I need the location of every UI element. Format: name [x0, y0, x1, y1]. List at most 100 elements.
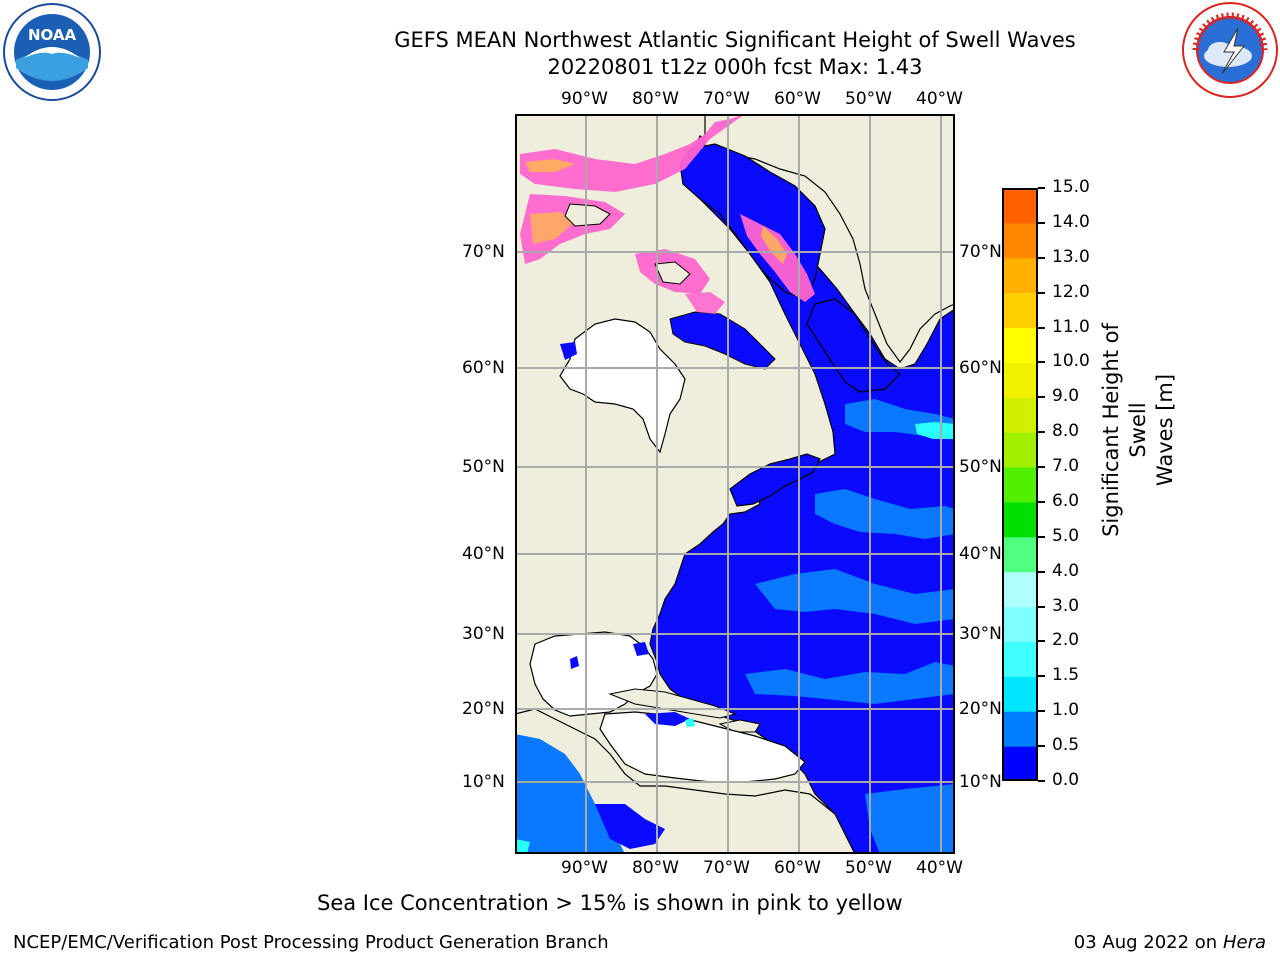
lat-label-left: 20°N [462, 699, 505, 719]
lon-label-top: 60°W [774, 89, 821, 109]
arctic-island [654, 261, 691, 285]
lon-label-bottom: 50°W [845, 858, 892, 878]
hudson-strait-ice [685, 292, 725, 314]
footer-host: Hera [1222, 932, 1266, 953]
lon-label-top: 40°W [916, 89, 963, 109]
colorbar-tick-mark [1038, 361, 1045, 364]
arctic-channel-ice [520, 114, 745, 192]
colorbar-tick-label: 0.5 [1052, 735, 1080, 756]
map-graticule [515, 114, 955, 854]
lon-label-bottom: 70°W [703, 858, 750, 878]
colorbar-tick-mark [1038, 326, 1045, 329]
colorbar-tick-mark [1038, 500, 1045, 503]
colorbar-tick-label: 12.0 [1052, 281, 1090, 302]
colorbar-border [1002, 188, 1038, 781]
colorbar-tick-mark [1038, 780, 1045, 782]
colorbar-tick-label: 11.0 [1052, 316, 1090, 337]
lat-label-right: 20°N [959, 699, 1002, 719]
gulf-ocean-patch [633, 642, 649, 656]
noaa-logo-text: NOAA [28, 26, 77, 44]
colorbar-tick-mark [1038, 187, 1045, 189]
colorbar-label: Significant Height of Swell Waves [m] [1098, 310, 1177, 550]
arctic-channel-ice [530, 212, 575, 244]
colorbar-segment [1002, 188, 1038, 224]
colorbar-segment [1002, 676, 1038, 712]
swell-band-mid [815, 489, 955, 539]
lon-label-bottom: 60°W [774, 858, 821, 878]
lon-label-bottom: 80°W [632, 858, 679, 878]
colorbar-segment [1002, 746, 1038, 781]
colorbar-tick-label: 3.0 [1052, 595, 1080, 616]
colorbar-tick-label: 1.0 [1052, 700, 1080, 721]
lat-label-right: 70°N [959, 242, 1002, 262]
lat-label-left: 40°N [462, 544, 505, 564]
colorbar-tick-mark [1038, 256, 1045, 259]
colorbar-tick-mark [1038, 466, 1045, 469]
colorbar [1002, 188, 1038, 781]
colorbar-tick-label: 5.0 [1052, 525, 1080, 546]
lat-label-left: 50°N [462, 457, 505, 477]
lat-label-left: 70°N [462, 242, 505, 262]
footer-branch: NCEP/EMC/Verification Post Processing Pr… [13, 932, 609, 953]
caribbean-cyan-spot [685, 718, 695, 727]
chart-title-line-1: GEFS MEAN Northwest Atlantic Significant… [394, 28, 1076, 52]
chart-title-line-2: 20220801 t12z 000h fcst Max: 1.43 [547, 55, 923, 79]
colorbar-segment [1002, 571, 1038, 608]
colorbar-tick-label: 7.0 [1052, 456, 1080, 477]
colorbar-tick-mark [1038, 396, 1045, 399]
colorbar-tick-label: 13.0 [1052, 246, 1090, 267]
noaa-logo: NOAA [3, 3, 101, 101]
lon-label-bottom: 40°W [916, 858, 963, 878]
lat-label-right: 40°N [959, 544, 1002, 564]
colorbar-tick-mark [1038, 570, 1045, 573]
colorbar-label-line-2: Waves [m] [1153, 373, 1177, 487]
lat-label-left: 10°N [462, 772, 505, 792]
lon-label-top: 80°W [632, 89, 679, 109]
colorbar-tick-label: 8.0 [1052, 421, 1080, 442]
colorbar-segment [1002, 501, 1038, 538]
colorbar-tick-label: 9.0 [1052, 386, 1080, 407]
colorbar-segment [1002, 222, 1038, 259]
colorbar-tick-label: 10.0 [1052, 351, 1090, 372]
colorbar-tick-mark [1038, 675, 1045, 678]
swell-band-mid [755, 569, 955, 624]
pacific-cyan-edge [515, 839, 530, 854]
footer-date-text: 03 Aug 2022 on [1073, 932, 1218, 953]
colorbar-tick-mark [1038, 745, 1045, 748]
colorbar-tick-label: 1.5 [1052, 665, 1080, 686]
colorbar-segment [1002, 467, 1038, 503]
lon-label-top: 90°W [561, 89, 608, 109]
lat-label-right: 60°N [959, 358, 1002, 378]
cuba-landmass [608, 688, 737, 719]
map-border [515, 114, 955, 854]
pacific-low-swell [595, 804, 665, 849]
swell-band-mid [745, 662, 955, 704]
lat-label-right: 10°N [959, 772, 1002, 792]
colorbar-tick-label: 0.0 [1052, 770, 1080, 790]
colorbar-tick-label: 15.0 [1052, 177, 1090, 197]
hudson-bay-ocean-patch [560, 342, 577, 360]
pacific-ocean [515, 734, 625, 854]
colorbar-tick-mark [1038, 431, 1045, 434]
sea-ice-note: Sea Ice Concentration > 15% is shown in … [317, 891, 903, 915]
colorbar-tick-label: 14.0 [1052, 211, 1090, 232]
colorbar-tick-mark [1038, 710, 1045, 713]
colorbar-tick-label: 6.0 [1052, 490, 1080, 511]
arctic-channel-ice [525, 159, 575, 172]
colorbar-segment [1002, 327, 1038, 363]
swell-band-mid [865, 784, 955, 854]
colorbar-tick-mark [1038, 605, 1045, 608]
colorbar-tick-mark [1038, 221, 1045, 224]
colorbar-segment [1002, 362, 1038, 398]
colorbar-segment [1002, 711, 1038, 747]
colorbar-label-line-1: Significant Height of Swell [1099, 323, 1150, 537]
caribbean-sea [599, 711, 806, 783]
colorbar-tick-mark [1038, 640, 1045, 643]
gulf-ocean-patch [570, 656, 579, 669]
colorbar-segment [1002, 536, 1038, 573]
colorbar-segment [1002, 606, 1038, 642]
colorbar-segment [1002, 292, 1038, 329]
footer-date: 03 Aug 2022 on Hera [1074, 932, 1266, 953]
hudson-bay [559, 318, 686, 454]
lat-label-right: 50°N [959, 457, 1002, 477]
